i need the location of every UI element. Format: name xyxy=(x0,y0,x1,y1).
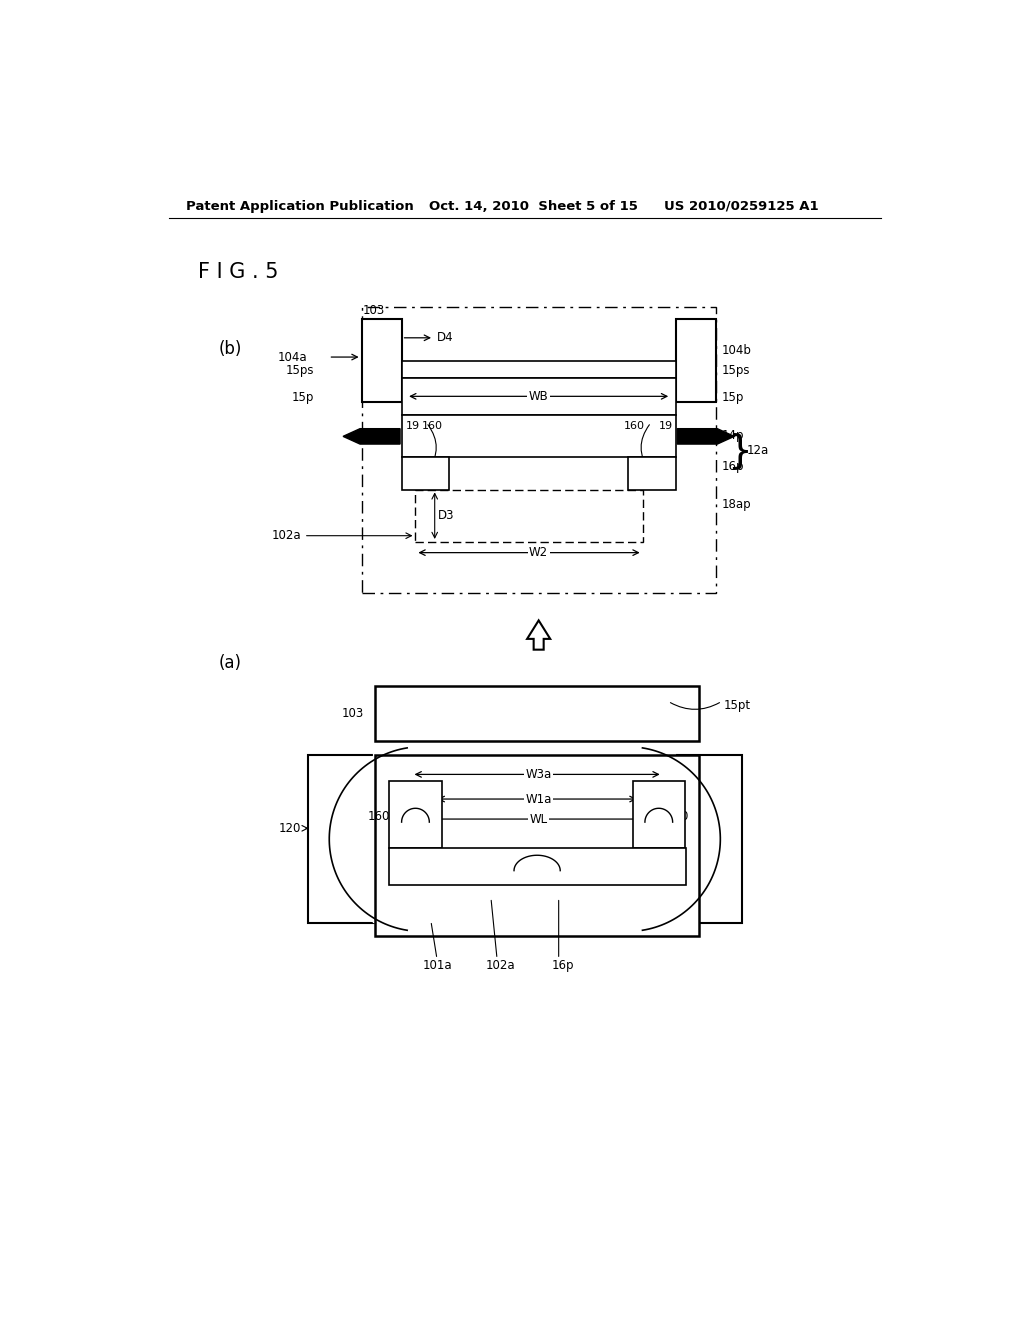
Text: 103: 103 xyxy=(342,708,364,721)
Bar xyxy=(401,378,676,414)
Bar xyxy=(389,849,686,886)
Text: 16p: 16p xyxy=(552,958,574,972)
Text: 102a: 102a xyxy=(272,529,301,543)
Text: W3a: W3a xyxy=(525,768,552,781)
Text: 104b: 104b xyxy=(722,345,752,358)
Text: D3: D3 xyxy=(438,510,455,523)
Text: W1a: W1a xyxy=(525,792,552,805)
Bar xyxy=(376,686,698,742)
Text: D4: D4 xyxy=(437,331,454,345)
Bar xyxy=(674,755,742,923)
Bar xyxy=(401,360,676,378)
FancyArrow shape xyxy=(343,429,400,444)
Text: (b): (b) xyxy=(219,341,243,358)
Text: 15pt: 15pt xyxy=(724,700,751,713)
Text: 101a: 101a xyxy=(422,958,452,972)
Bar xyxy=(633,780,685,849)
Text: 102a: 102a xyxy=(485,958,515,972)
Bar xyxy=(376,755,698,936)
Text: 15ps: 15ps xyxy=(722,364,751,378)
Text: }: } xyxy=(727,432,752,470)
Text: WB: WB xyxy=(528,389,549,403)
Text: Oct. 14, 2010  Sheet 5 of 15: Oct. 14, 2010 Sheet 5 of 15 xyxy=(429,199,638,213)
Text: W2: W2 xyxy=(529,546,548,560)
Text: WL: WL xyxy=(529,813,548,825)
Text: 120: 120 xyxy=(280,822,301,834)
Text: 104a: 104a xyxy=(279,351,307,363)
Text: 160: 160 xyxy=(624,421,644,432)
Text: WSa: WSa xyxy=(525,859,552,871)
Bar xyxy=(401,414,676,457)
Text: 160: 160 xyxy=(667,810,689,824)
Bar xyxy=(401,457,450,490)
Text: (a): (a) xyxy=(219,653,242,672)
Text: 19: 19 xyxy=(407,421,420,432)
Text: Patent Application Publication: Patent Application Publication xyxy=(186,199,414,213)
Text: 160: 160 xyxy=(368,810,390,824)
Text: 12a: 12a xyxy=(746,445,769,458)
Text: 15p: 15p xyxy=(722,391,744,404)
Text: 14p: 14p xyxy=(722,429,744,442)
Bar xyxy=(676,318,716,401)
Bar xyxy=(361,318,401,401)
Text: US 2010/0259125 A1: US 2010/0259125 A1 xyxy=(665,199,819,213)
Text: 103: 103 xyxy=(364,305,385,317)
Bar xyxy=(361,308,716,594)
Bar xyxy=(307,755,376,923)
Bar xyxy=(416,490,643,543)
FancyArrow shape xyxy=(527,620,550,649)
Text: 19: 19 xyxy=(658,421,673,432)
Text: 15ps: 15ps xyxy=(286,364,313,378)
FancyArrow shape xyxy=(677,429,734,444)
Bar xyxy=(628,457,676,490)
Text: 16p: 16p xyxy=(722,459,744,473)
Text: 15p: 15p xyxy=(292,391,313,404)
Text: 18ap: 18ap xyxy=(722,499,752,511)
Text: 160: 160 xyxy=(422,421,442,432)
Text: F I G . 5: F I G . 5 xyxy=(199,263,279,282)
Bar xyxy=(389,780,441,849)
